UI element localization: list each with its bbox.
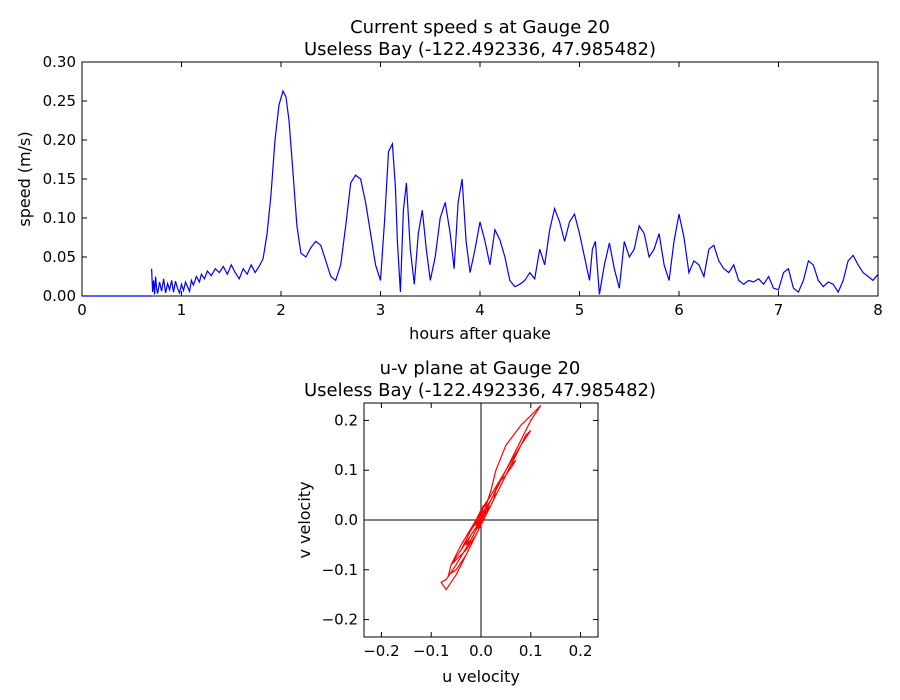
- uv-chart-title-line1: u-v plane at Gauge 20: [380, 358, 581, 379]
- speed-y-tick-label: 0.20: [43, 131, 76, 149]
- uv-chart-title-line2: Useless Bay (-122.492336, 47.985482): [304, 380, 656, 401]
- uv-series-line: [440, 405, 542, 591]
- uv-x-tick-label: 0.0: [469, 642, 493, 660]
- speed-chart-ylabel: speed (m/s): [15, 131, 34, 226]
- speed-series-line: [151, 89, 879, 295]
- speed-x-tick-label: 0: [77, 301, 87, 319]
- uv-x-tick-label: −0.1: [413, 642, 449, 660]
- speed-y-tick-label: 0.30: [43, 53, 76, 71]
- speed-x-tick-label: 6: [674, 301, 684, 319]
- uv-y-tick-label: −0.2: [322, 611, 358, 629]
- speed-y-tick-label: 0.00: [43, 287, 76, 305]
- uv-chart-xlabel: u velocity: [442, 667, 520, 686]
- uv-x-tick-label: 0.1: [519, 642, 543, 660]
- speed-chart-title-line2: Useless Bay (-122.492336, 47.985482): [304, 39, 656, 60]
- speed-y-tick-label: 0.25: [43, 92, 76, 110]
- uv-chart-ylabel: v velocity: [295, 481, 314, 558]
- speed-x-tick-label: 7: [774, 301, 784, 319]
- speed-y-tick-label: 0.15: [43, 170, 76, 188]
- uv-x-tick-label: −0.2: [363, 642, 399, 660]
- speed-x-tick-label: 1: [177, 301, 187, 319]
- speed-x-tick-label: 3: [376, 301, 386, 319]
- speed-chart-xlabel: hours after quake: [409, 324, 551, 343]
- speed-chart: Current speed s at Gauge 20 Useless Bay …: [15, 17, 883, 343]
- speed-chart-title-line1: Current speed s at Gauge 20: [350, 17, 610, 38]
- speed-x-tick-label: 8: [873, 301, 883, 319]
- speed-x-tick-label: 4: [475, 301, 485, 319]
- speed-chart-plot-area: [81, 61, 879, 297]
- speed-y-tick-label: 0.10: [43, 209, 76, 227]
- uv-x-tick-label: 0.2: [569, 642, 593, 660]
- uv-y-tick-label: 0.1: [334, 461, 358, 479]
- speed-x-tick-label: 2: [276, 301, 286, 319]
- uv-y-tick-label: 0.0: [334, 511, 358, 529]
- uv-y-tick-label: 0.2: [334, 411, 358, 429]
- uv-plane-chart: u-v plane at Gauge 20 Useless Bay (-122.…: [295, 358, 656, 686]
- speed-x-tick-label: 5: [575, 301, 585, 319]
- speed-y-tick-label: 0.05: [43, 248, 76, 266]
- uv-y-tick-label: −0.1: [322, 561, 358, 579]
